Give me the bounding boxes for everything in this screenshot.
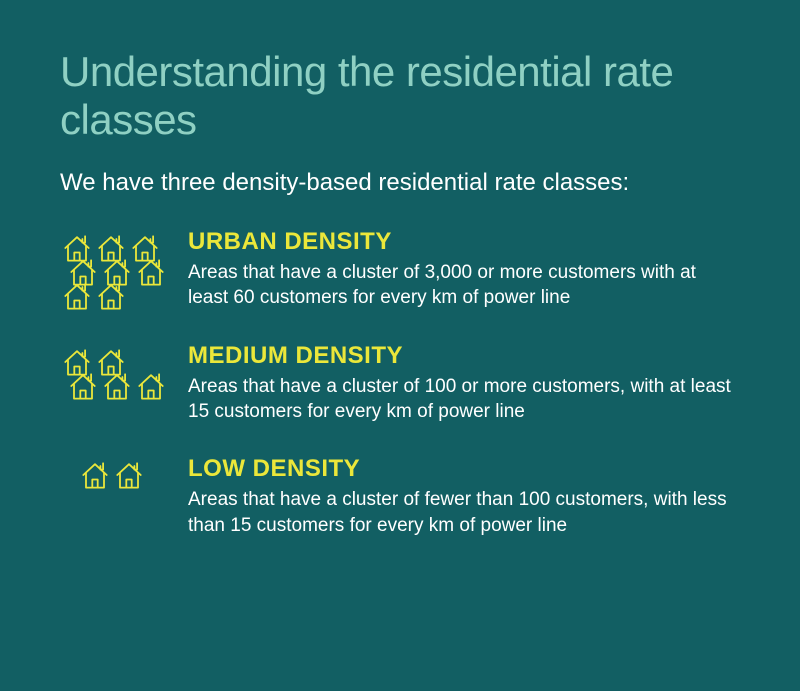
density-section-urban: URBAN DENSITY Areas that have a cluster o… [60,228,740,312]
house-icon [133,254,169,290]
house-icon [99,368,135,404]
infographic-page: Understanding the residential rate class… [0,0,800,691]
page-title: Understanding the residential rate class… [60,48,740,145]
house-icon [77,457,113,493]
section-desc-low: Areas that have a cluster of fewer than … [188,487,740,538]
section-text-medium: MEDIUM DENSITY Areas that have a cluster … [180,342,740,425]
icon-cluster-urban [60,228,180,312]
icon-cluster-medium [60,342,180,402]
section-desc-medium: Areas that have a cluster of 100 or more… [188,374,740,425]
house-icon [111,457,147,493]
sections-container: URBAN DENSITY Areas that have a cluster o… [60,228,740,539]
density-section-low: LOW DENSITY Areas that have a cluster of … [60,455,740,538]
icon-cluster-low [60,455,180,491]
house-icon [133,368,169,404]
section-desc-urban: Areas that have a cluster of 3,000 or mo… [188,260,740,311]
section-text-low: LOW DENSITY Areas that have a cluster of … [180,455,740,538]
house-icon [59,278,95,314]
intro-text: We have three density-based residential … [60,167,740,198]
house-icon [93,278,129,314]
section-title-low: LOW DENSITY [188,455,740,483]
density-section-medium: MEDIUM DENSITY Areas that have a cluster … [60,342,740,425]
house-icon [65,368,101,404]
section-title-urban: URBAN DENSITY [188,228,740,256]
section-title-medium: MEDIUM DENSITY [188,342,740,370]
section-text-urban: URBAN DENSITY Areas that have a cluster o… [180,228,740,311]
